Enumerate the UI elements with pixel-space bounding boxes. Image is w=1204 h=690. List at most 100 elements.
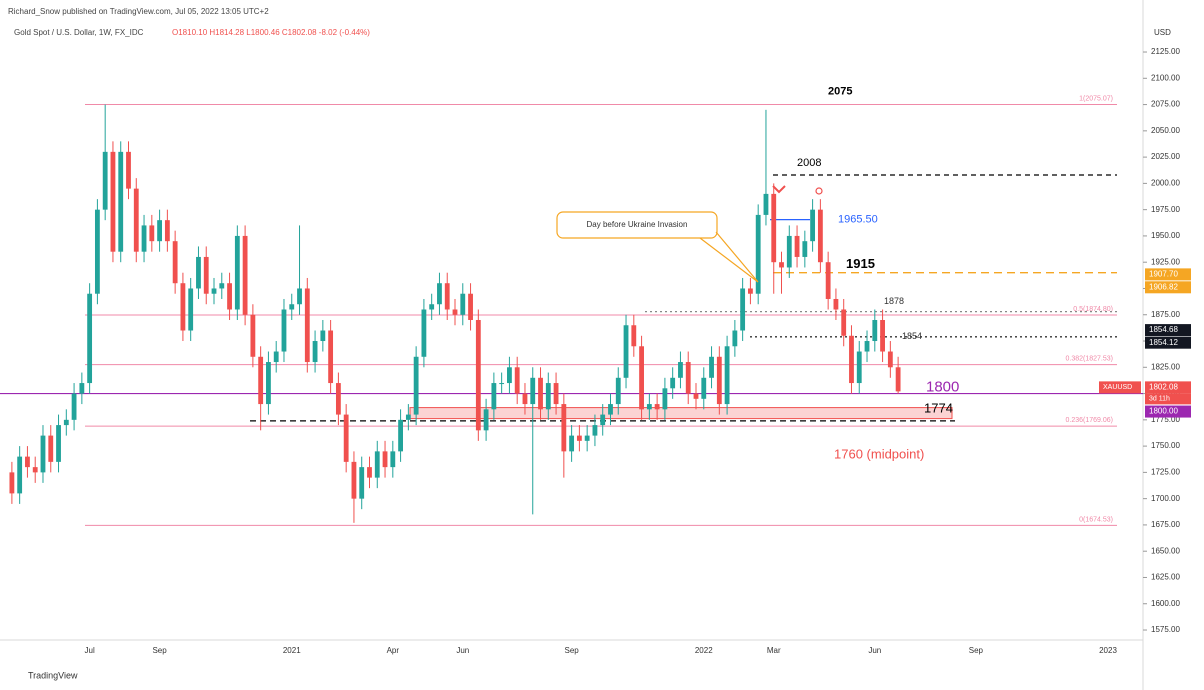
x-tick-label: Sep — [564, 646, 579, 655]
candle-body — [561, 404, 567, 452]
y-tick-label: 1950.00 — [1151, 231, 1180, 240]
x-tick-label: 2022 — [695, 646, 713, 655]
candle-body — [421, 309, 427, 357]
legend-values: O1810.10 H1814.28 L1800.46 C1802.08 -8.0… — [172, 28, 370, 37]
candle-body — [102, 151, 108, 210]
candle-body — [880, 320, 885, 352]
candle-body — [592, 425, 598, 436]
candle-body — [709, 356, 714, 378]
candle-body — [188, 288, 194, 331]
candle-body — [172, 241, 178, 284]
candle-body — [157, 220, 163, 242]
fib-label: 0.5(1874.80) — [1073, 306, 1113, 313]
symbol-box — [1099, 381, 1141, 394]
x-tick-label: Jul — [85, 646, 95, 655]
candle-body — [351, 461, 357, 499]
support-zone — [409, 407, 953, 420]
candle-body — [522, 393, 528, 405]
candle-body — [149, 225, 155, 242]
candle-body — [444, 283, 450, 310]
y-tick-label: 1875.00 — [1151, 310, 1180, 319]
annotation: 1854 — [902, 331, 922, 341]
countdown-label: 3d 11h — [1149, 396, 1170, 403]
candle-body — [701, 377, 707, 399]
y-tick-label: 1925.00 — [1151, 257, 1180, 266]
annotation: 1760 (midpoint) — [834, 446, 924, 461]
candle-body — [398, 419, 403, 452]
candle-body — [320, 330, 326, 342]
annotation: 1774 — [924, 400, 953, 415]
candle-body — [367, 467, 372, 478]
y-tick-label: 2050.00 — [1151, 126, 1180, 135]
candle-body — [273, 351, 279, 363]
candle-body — [126, 151, 131, 189]
candle-body — [17, 456, 23, 494]
candle-body — [359, 467, 365, 499]
price-label-box — [1145, 281, 1191, 294]
y-tick-label: 1775.00 — [1151, 415, 1180, 424]
fib-label: 1(2075.07) — [1079, 95, 1113, 102]
candle-body — [40, 435, 46, 473]
candle-body — [623, 325, 629, 378]
candle-body — [390, 451, 396, 468]
candle-body — [203, 256, 209, 294]
y-tick-label: 2025.00 — [1151, 152, 1180, 161]
fib-label: 0(1674.53) — [1079, 516, 1113, 523]
credit: Richard_Snow published on TradingView.co… — [8, 7, 269, 16]
x-tick-label: Mar — [767, 646, 781, 655]
candle-body — [32, 467, 38, 473]
candle-body — [48, 435, 54, 462]
price-label-box — [1145, 324, 1191, 337]
candle-body — [250, 314, 256, 357]
candle-body — [343, 414, 349, 462]
candle-body — [779, 262, 784, 268]
candle-body — [382, 451, 388, 468]
candle-body — [646, 404, 652, 410]
candle-body — [810, 209, 816, 242]
y-tick-label: 1650.00 — [1151, 546, 1180, 555]
annotation: 1965.50 — [838, 214, 878, 226]
candle-body — [825, 262, 831, 299]
y-tick-label: 1600.00 — [1151, 599, 1180, 608]
annotation: 1915 — [846, 256, 875, 271]
candle-body — [716, 356, 722, 405]
x-tick-label: Jun — [456, 646, 469, 655]
candle-body — [413, 356, 419, 415]
candle-body — [110, 151, 116, 252]
candle-body — [141, 225, 147, 252]
candle-body — [118, 151, 124, 252]
candle-body — [79, 383, 85, 394]
candle-body — [584, 435, 590, 441]
candle-body — [732, 330, 738, 347]
candle-body — [514, 367, 520, 394]
y-tick-label: 1750.00 — [1151, 441, 1180, 450]
candle-body — [887, 351, 893, 368]
candle-body — [530, 377, 536, 405]
candle-body — [763, 193, 769, 215]
candle-body — [56, 425, 61, 462]
x-tick-label: 2021 — [283, 646, 301, 655]
fib-label: 0.236(1769.06) — [1066, 417, 1113, 424]
y-tick-label: 1575.00 — [1151, 625, 1180, 634]
candle-body — [693, 393, 699, 399]
price-label: 1800.00 — [1149, 407, 1178, 416]
candle-body — [219, 283, 225, 289]
candle-body — [266, 362, 271, 405]
candle-body — [724, 346, 730, 405]
candle-body — [654, 404, 660, 410]
callout-box — [556, 211, 718, 239]
candle-body — [545, 383, 551, 410]
y-tick-label: 1725.00 — [1151, 467, 1180, 476]
candle-body — [553, 383, 559, 405]
candle-body — [748, 288, 753, 294]
candle-body — [468, 293, 473, 320]
candle-body — [856, 351, 862, 384]
annotation: 1878 — [884, 296, 904, 306]
candle-body — [802, 241, 808, 257]
y-tick-label: 2075.00 — [1151, 100, 1180, 109]
candle-body — [297, 288, 302, 305]
annotation: 1800 — [926, 379, 959, 396]
candle-body — [180, 283, 186, 331]
